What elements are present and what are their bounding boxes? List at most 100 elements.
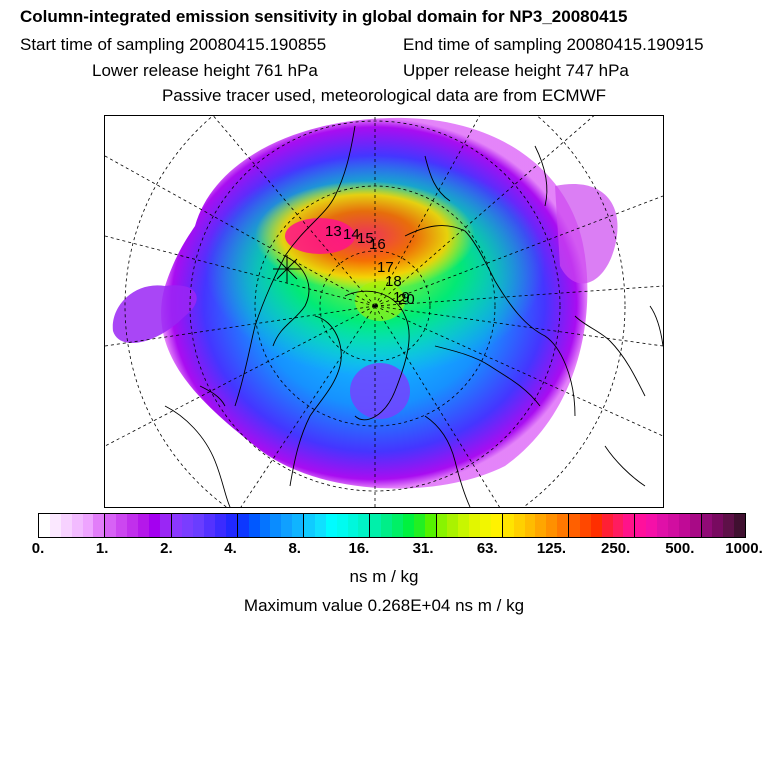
colorbar-swatch — [358, 514, 371, 537]
start-sampling-time: Start time of sampling 20080415.190855 — [20, 35, 327, 54]
colorbar-swatch — [723, 514, 735, 537]
release-site-marker — [273, 255, 301, 283]
colorbar-swatch — [82, 514, 94, 537]
sensitivity-peak — [285, 218, 355, 254]
colorbar-swatch — [105, 514, 117, 537]
colorbar-swatch — [336, 514, 348, 537]
colorbar-swatch — [490, 514, 503, 537]
colorbar-swatch — [413, 514, 425, 537]
colorbar-swatch — [612, 514, 624, 537]
colorbar-swatch — [712, 514, 724, 537]
graticule — [105, 116, 663, 507]
sensitivity-low-pocket — [350, 363, 410, 419]
colorbar-swatch — [734, 514, 745, 537]
colorbar-swatch — [469, 514, 480, 537]
colorbar-swatch — [557, 514, 569, 537]
colorbar-swatch — [458, 514, 470, 537]
colorbar-tick-label: 125. — [536, 540, 567, 557]
colorbar-tick-label: 8. — [288, 540, 301, 557]
colorbar-swatch — [71, 514, 83, 537]
colorbar-tick-label: 500. — [665, 540, 695, 557]
trajectory-label-17: 17 — [377, 259, 394, 276]
figure-title: Column-integrated emission sensitivity i… — [20, 7, 628, 26]
colorbar-swatch — [480, 514, 491, 537]
colorbar-swatch — [370, 514, 382, 537]
sensitivity-plume-east — [555, 184, 618, 284]
colorbar-swatch — [259, 514, 271, 537]
colorbar-swatch — [623, 514, 636, 537]
colorbar-swatch — [60, 514, 72, 537]
trajectory-label-19: 19 — [393, 289, 410, 306]
trajectory-label-14: 14 — [343, 226, 360, 243]
colorbar-swatch — [601, 514, 613, 537]
colorbar-swatch — [127, 514, 138, 537]
colorbar-swatch — [347, 514, 359, 537]
colorbar-swatch — [667, 514, 679, 537]
colorbar-swatch — [159, 514, 172, 537]
colorbar-swatch — [171, 514, 183, 537]
trajectory-label-13: 13 — [325, 223, 342, 240]
coastlines — [164, 125, 663, 507]
colorbar-swatch — [39, 514, 50, 537]
colorbar-tick-label: 4. — [224, 540, 237, 557]
colorbar-swatch — [204, 514, 215, 537]
colorbar-swatch — [237, 514, 249, 537]
colorbar-tick-label: 1000. — [725, 540, 763, 557]
sensitivity-plume-west — [112, 285, 197, 343]
colorbar-tick-label: 31. — [412, 540, 434, 557]
colorbar-swatch — [148, 514, 160, 537]
end-sampling-time: End time of sampling 20080415.190915 — [403, 35, 704, 54]
tracer-note: Passive tracer used, meteorological data… — [161, 86, 607, 105]
trajectory-label-18: 18 — [385, 273, 402, 290]
colorbar-swatch — [182, 514, 194, 537]
sensitivity-high-region — [255, 181, 475, 291]
colorbar-swatch — [270, 514, 282, 537]
colorbar-tick-label: 0. — [31, 540, 45, 557]
colorbar-swatch — [304, 514, 315, 537]
colorbar-swatch — [93, 514, 106, 537]
colorbar-swatch — [402, 514, 414, 537]
colorbar-swatch — [678, 514, 690, 537]
colorbar-swatch — [646, 514, 657, 537]
colorbar-swatch — [314, 514, 326, 537]
colorbar-swatch — [436, 514, 448, 537]
colorbar-swatch — [701, 514, 713, 537]
colorbar-swatch — [137, 514, 149, 537]
colorbar-swatch — [193, 514, 205, 537]
colorbar-swatch — [325, 514, 337, 537]
colorbar-swatch — [689, 514, 702, 537]
colorbar-unit: ns m / kg — [349, 567, 419, 586]
colorbar-swatch — [292, 514, 304, 537]
colorbar-swatch — [535, 514, 547, 537]
colorbar-swatch — [524, 514, 536, 537]
colorbar-swatch — [590, 514, 602, 537]
colorbar-tick-label: 1. — [95, 540, 109, 557]
colorbar-tick-label: 250. — [601, 540, 631, 557]
colorbar-swatch — [225, 514, 238, 537]
colorbar-swatch — [281, 514, 293, 537]
colorbar-swatch — [513, 514, 525, 537]
colorbar-tick-label: 2. — [160, 540, 173, 557]
lower-release-height: Lower release height 761 hPa — [92, 61, 318, 80]
colorbar-swatch — [569, 514, 580, 537]
colorbar-swatch — [657, 514, 668, 537]
colorbar-swatch — [215, 514, 226, 537]
colorbar-swatch — [424, 514, 437, 537]
colorbar-tick-label: 16. — [348, 540, 370, 557]
colorbar-swatch — [635, 514, 647, 537]
colorbar-swatch — [502, 514, 514, 537]
colorbar-swatch — [546, 514, 558, 537]
colorbar-swatch — [248, 514, 260, 537]
polar-projection-plot: 13 14 15 16 17 18 19 20 — [105, 116, 663, 507]
sensitivity-map: 13 14 15 16 17 18 19 20 — [104, 115, 664, 508]
trajectory-label-15: 15 — [357, 230, 374, 247]
colorbar-tick-label: 63. — [476, 540, 498, 557]
maximum-value: Maximum value 0.268E+04 ns m / kg — [243, 596, 525, 615]
colorbar-swatch — [381, 514, 392, 537]
colorbar-swatch — [49, 514, 61, 537]
colorbar-swatch — [579, 514, 591, 537]
trajectory-label-20: 20 — [398, 291, 415, 308]
colorbar-swatch — [447, 514, 459, 537]
upper-release-height: Upper release height 747 hPa — [403, 61, 629, 80]
colorbar-swatch — [392, 514, 403, 537]
